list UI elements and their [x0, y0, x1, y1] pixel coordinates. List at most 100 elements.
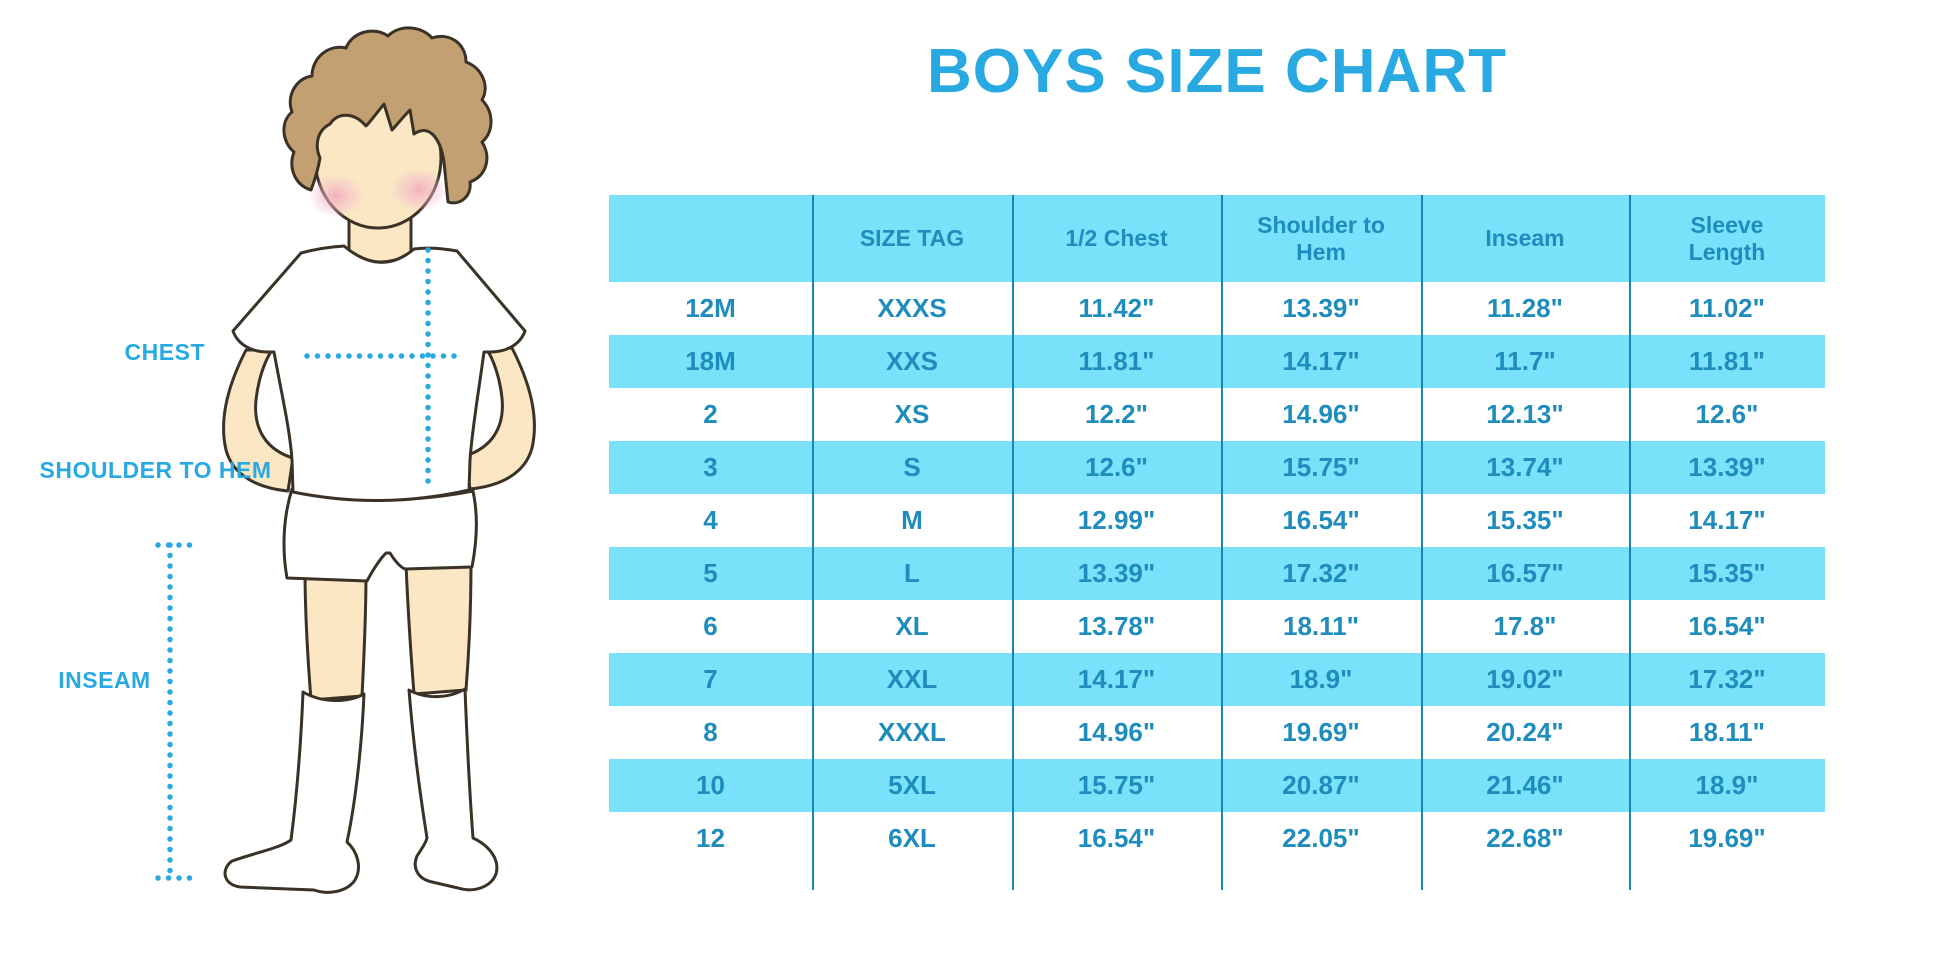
table-row: 4 M 12.99" 16.54" 15.35" 14.17"	[609, 494, 1825, 547]
value-cell: 11.42"	[1078, 293, 1155, 323]
value-cell: 18.11"	[1689, 717, 1765, 747]
value-cell: 19.69"	[1688, 823, 1766, 853]
value-cell: 21.46"	[1486, 770, 1564, 800]
left-leg	[303, 568, 368, 702]
column-divider	[1629, 195, 1631, 890]
value-cell: 13.78"	[1077, 611, 1156, 641]
value-cell: 11.7"	[1494, 346, 1556, 376]
value-cell: 22.05"	[1282, 823, 1360, 853]
value-cell: L	[904, 558, 920, 588]
value-cell: XXS	[885, 346, 939, 376]
value-cell: 14.17"	[1282, 346, 1360, 376]
value-cell: 12.6"	[1085, 452, 1148, 482]
value-cell: 19.02"	[1486, 664, 1564, 694]
shorts	[282, 487, 478, 583]
size-cell: 12	[696, 823, 725, 853]
size-cell: 8	[703, 717, 718, 747]
value-cell: 15.35"	[1688, 558, 1766, 588]
right-cheek-blush	[391, 168, 447, 212]
size-cell: 12M	[685, 293, 736, 323]
size-cell: 7	[703, 664, 718, 694]
table-row: 3 S 12.6" 15.75" 13.74" 13.39"	[609, 441, 1825, 494]
value-cell: 14.17"	[1688, 505, 1766, 535]
value-cell: 11.81"	[1078, 346, 1155, 376]
table-row: 8 XXXL 14.96" 19.69" 20.24" 18.11"	[609, 706, 1825, 759]
value-cell: 18.9"	[1695, 770, 1759, 800]
value-cell: 11.81"	[1689, 346, 1765, 376]
value-cell: 18.9"	[1289, 664, 1353, 694]
column-header: Inseam	[1485, 225, 1565, 252]
value-cell: 17.32"	[1688, 664, 1766, 694]
table-row: 6 XL 13.78" 18.11" 17.8" 16.54"	[609, 600, 1825, 653]
value-cell: 16.54"	[1077, 823, 1156, 853]
value-cell: 14.17"	[1077, 664, 1156, 694]
page-title: BOYS SIZE CHART	[927, 37, 1507, 106]
value-cell: 12.2"	[1085, 399, 1148, 429]
table-row: 2 XS 12.2" 14.96" 12.13" 12.6"	[609, 388, 1825, 441]
value-cell: 6XL	[888, 823, 936, 853]
value-cell: XXXL	[878, 717, 946, 747]
value-cell: 16.57"	[1486, 558, 1564, 588]
value-cell: S	[903, 452, 921, 482]
size-table: SIZE TAG 1/2 Chest Shoulder to Hem Inseam Sl…	[609, 195, 1825, 865]
size-cell: 10	[696, 770, 725, 800]
value-cell: 13.39"	[1077, 558, 1156, 588]
value-cell: M	[901, 505, 923, 535]
value-cell: 13.39"	[1282, 293, 1360, 323]
size-table-header-row: SIZE TAG 1/2 Chest Shoulder to Hem Inseam Sl…	[609, 195, 1825, 282]
column-divider	[1012, 195, 1014, 890]
value-cell: 15.75"	[1077, 770, 1156, 800]
table-row: 5 L 13.39" 17.32" 16.57" 15.35"	[609, 547, 1825, 600]
size-table-body: 12M XXXS 11.42" 13.39" 11.28" 11.02" 18M XXS 11.…	[609, 282, 1825, 865]
value-cell: 19.69"	[1282, 717, 1360, 747]
value-cell: 11.28"	[1487, 293, 1563, 323]
column-divider	[1421, 195, 1423, 890]
size-cell: 6	[703, 611, 718, 641]
table-row: 12 6XL 16.54" 22.05" 22.68" 19.69"	[609, 812, 1825, 865]
table-row: 7 XXL 14.17" 18.9" 19.02" 17.32"	[609, 653, 1825, 706]
size-cell: 3	[703, 452, 718, 482]
size-cell: 4	[703, 505, 718, 535]
value-cell: 17.8"	[1493, 611, 1557, 641]
value-cell: 14.96"	[1282, 399, 1360, 429]
value-cell: 5XL	[888, 770, 936, 800]
column-divider	[812, 195, 814, 890]
shoulder-to-hem-label: SHOULDER TO HEM	[39, 457, 272, 483]
column-divider	[1221, 195, 1223, 890]
chest-label: CHEST	[124, 339, 205, 365]
value-cell: 15.35"	[1486, 505, 1564, 535]
boy-illustration	[155, 26, 536, 894]
value-cell: 11.02"	[1689, 293, 1765, 323]
table-row: 12M XXXS 11.42" 13.39" 11.28" 11.02"	[609, 282, 1825, 335]
size-cell: 2	[703, 399, 718, 429]
value-cell: 12.99"	[1077, 505, 1156, 535]
value-cell: 13.39"	[1688, 452, 1766, 482]
column-header: SIZE TAG	[859, 225, 965, 252]
left-sock	[223, 690, 366, 894]
right-leg	[404, 560, 473, 696]
column-header: Shoulder to Hem	[1257, 212, 1385, 265]
value-cell: XL	[895, 611, 929, 641]
value-cell: 20.87"	[1282, 770, 1360, 800]
value-cell: XS	[894, 399, 930, 429]
size-cell: 5	[703, 558, 718, 588]
table-row: 18M XXS 11.81" 14.17" 11.7" 11.81"	[609, 335, 1825, 388]
value-cell: 12.13"	[1486, 399, 1564, 429]
value-cell: 16.54"	[1282, 505, 1360, 535]
value-cell: 20.24"	[1486, 717, 1564, 747]
value-cell: 17.32"	[1282, 558, 1360, 588]
right-sock	[407, 687, 499, 892]
size-cell: 18M	[685, 346, 736, 376]
hair	[282, 26, 493, 205]
left-arm	[222, 348, 295, 493]
size-table-wrap: SIZE TAG 1/2 Chest Shoulder to Hem Inseam Sl…	[609, 195, 1825, 890]
column-header: 1/2 Chest	[1065, 225, 1168, 252]
left-cheek-blush	[308, 174, 364, 218]
value-cell: 12.6"	[1695, 399, 1759, 429]
t-shirt	[231, 244, 527, 502]
column-header: Sleeve Length	[1688, 212, 1766, 265]
value-cell: 22.68"	[1486, 823, 1564, 853]
value-cell: 14.96"	[1077, 717, 1156, 747]
table-row: 10 5XL 15.75" 20.87" 21.46" 18.9"	[609, 759, 1825, 812]
